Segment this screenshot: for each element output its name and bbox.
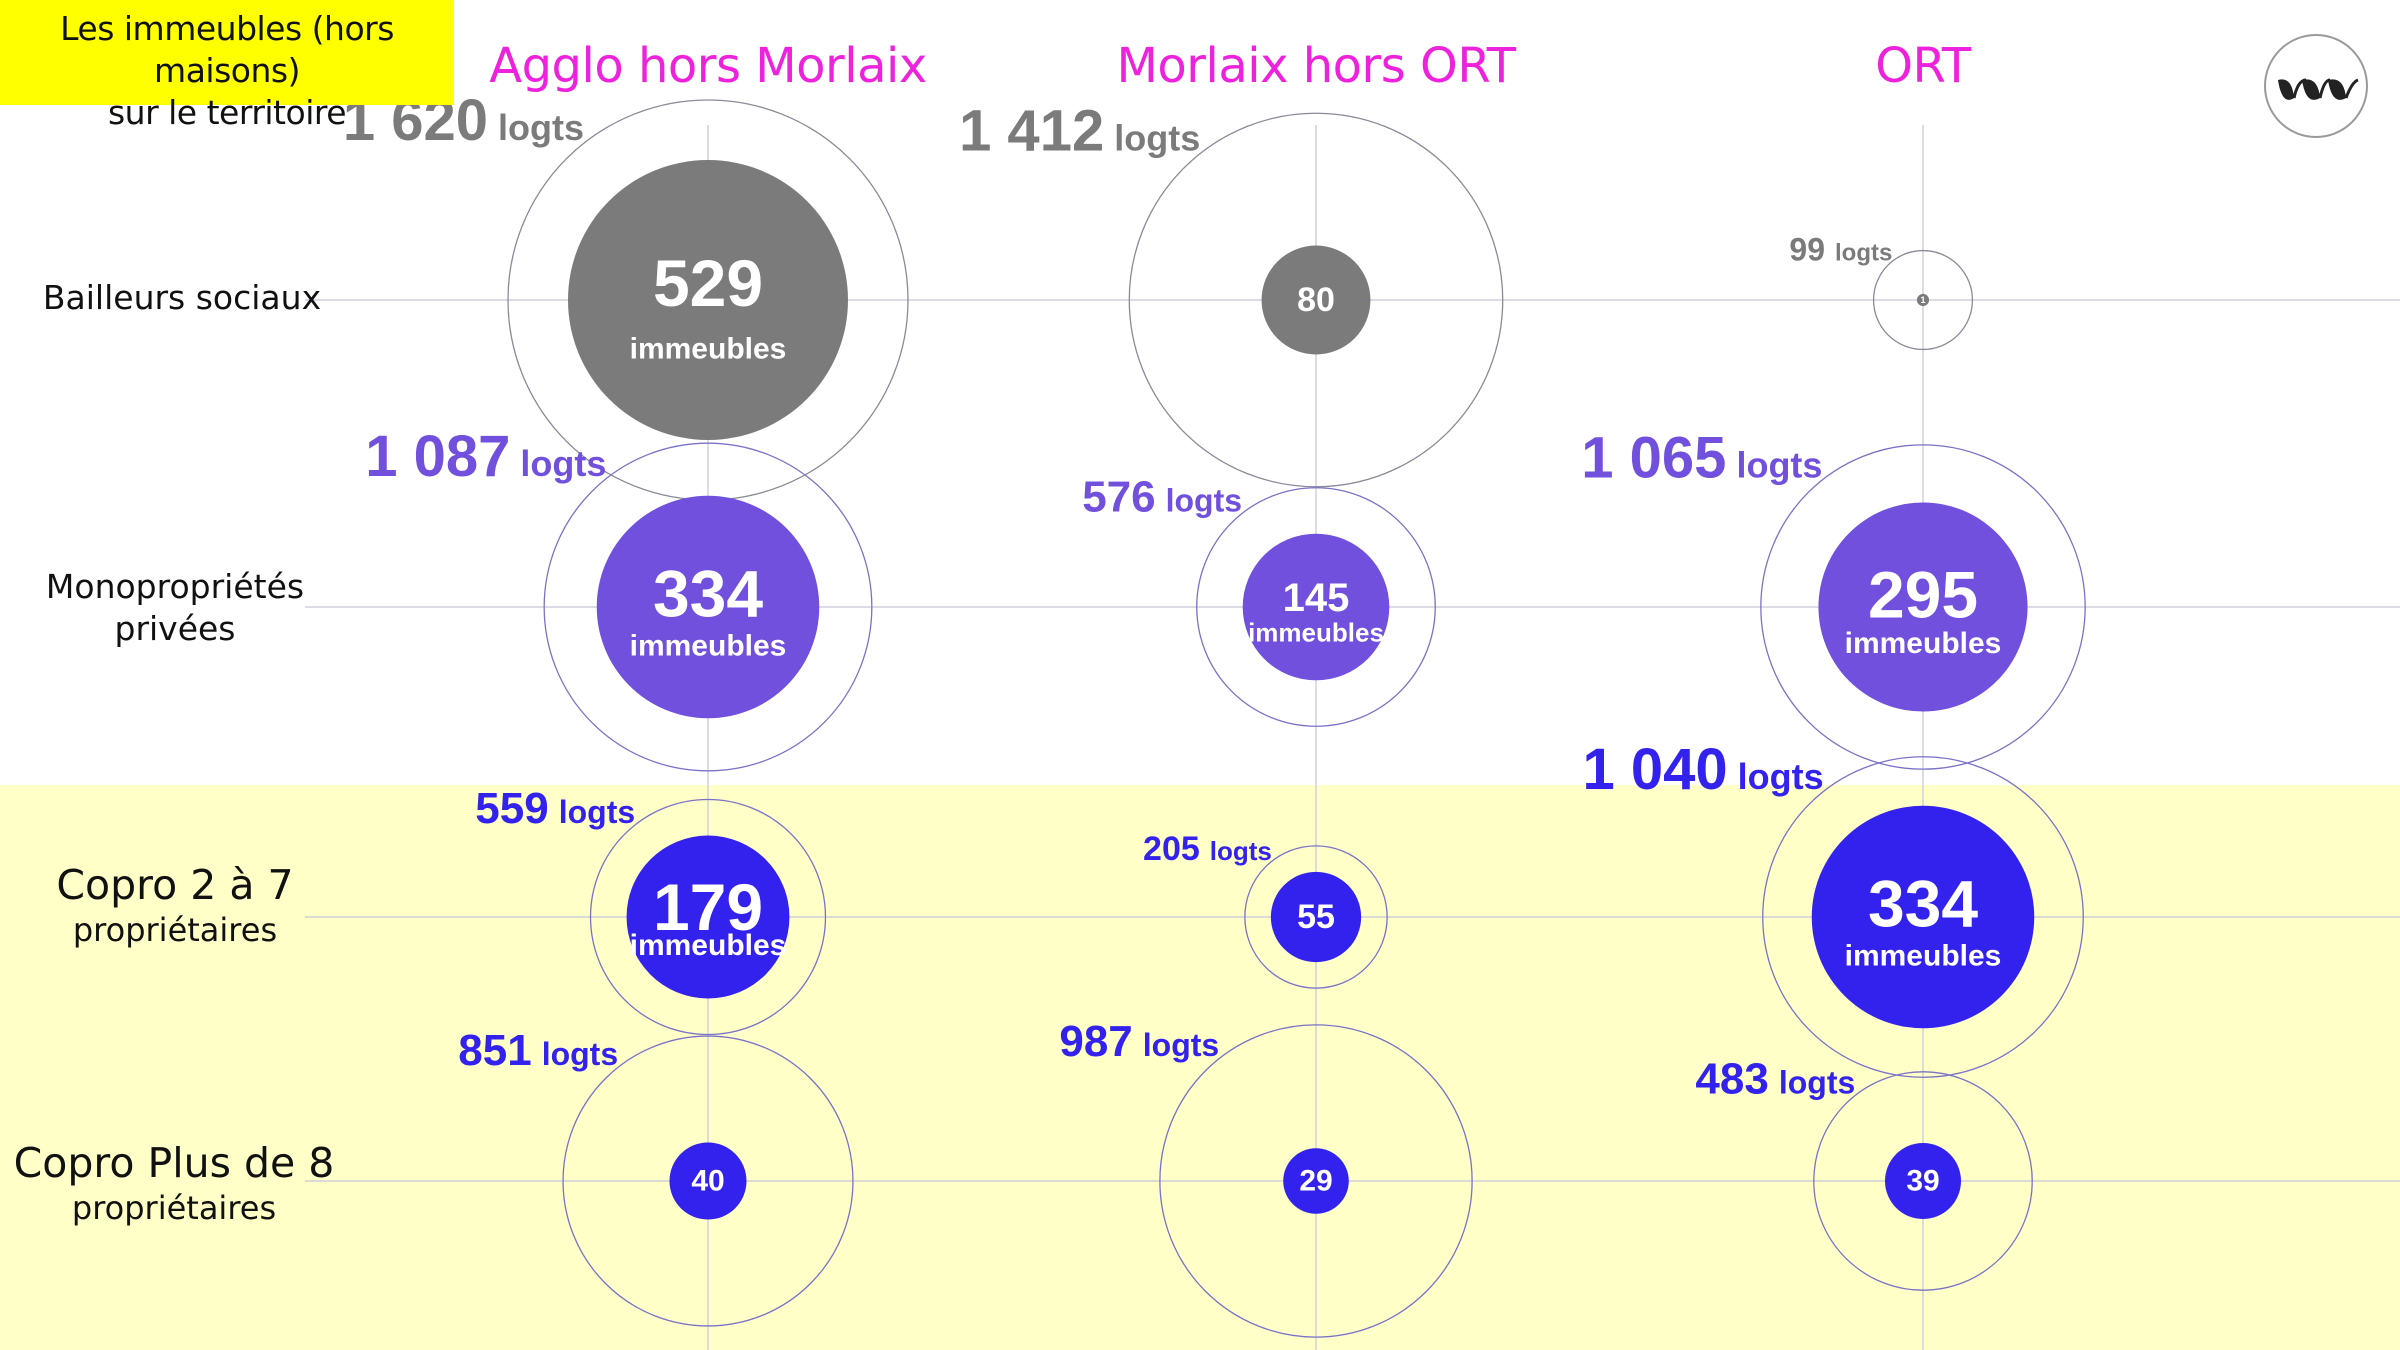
logements-label: 987 logts	[1059, 1017, 1219, 1066]
immeubles-unit: immeubles	[630, 333, 787, 366]
row-label-line1: Bailleurs sociaux	[42, 278, 322, 317]
logements-bubble	[543, 442, 873, 772]
row-label-copro-2-7: Copro 2 à 7 propriétaires	[56, 860, 293, 950]
logements-bubble	[1244, 845, 1388, 989]
row-label-copro-8: Copro Plus de 8 propriétaires	[14, 1138, 335, 1228]
immeubles-value: 145	[1283, 576, 1350, 620]
immeubles-value: 334	[653, 557, 763, 631]
immeubles-bubble	[626, 835, 790, 999]
logements-value: 1 040	[1582, 737, 1727, 802]
immeubles-bubble	[1811, 805, 2035, 1029]
logements-unit: logts	[1114, 118, 1200, 159]
logements-bubble	[589, 798, 827, 1036]
column-header-morlaix: Morlaix hors ORT	[1116, 38, 1516, 94]
immeubles-unit: immeubles	[1845, 939, 2002, 972]
logements-value: 987	[1059, 1017, 1132, 1066]
row-label-line2: propriétaires	[71, 1189, 277, 1227]
chart-title-line2: sur le territoire	[107, 93, 347, 132]
logements-unit: logts	[559, 794, 635, 830]
immeubles-bubble	[1916, 293, 1930, 307]
logements-label: 1 065 logts	[1581, 425, 1822, 490]
logements-value: 1 065	[1581, 425, 1726, 490]
immeubles-unit: immeubles	[1845, 627, 2002, 660]
logements-value: 1 087	[365, 424, 510, 489]
logements-bubble	[1813, 1071, 2033, 1291]
immeubles-bubble	[1818, 502, 2028, 712]
logements-unit: logts	[542, 1036, 618, 1072]
logements-value: 559	[475, 784, 548, 833]
immeubles-value: 40	[691, 1165, 724, 1198]
logements-unit: logts	[1210, 836, 1272, 866]
chart-title-line1: Les immeubles (hors maisons)	[60, 9, 394, 90]
immeubles-bubble	[596, 495, 820, 719]
logements-unit: logts	[498, 107, 584, 148]
logements-unit: logts	[1143, 1027, 1219, 1063]
immeubles-value: 80	[1297, 281, 1335, 319]
immeubles-bubble	[1261, 245, 1371, 355]
immeubles-value: 529	[653, 246, 763, 320]
column-header-ort: ORT	[1875, 38, 1971, 94]
immeubles-bubble	[1884, 1142, 1962, 1220]
immeubles-value: 1	[1920, 295, 1925, 305]
logements-value: 851	[458, 1026, 531, 1075]
logements-bubble	[1128, 112, 1504, 488]
row-label-mono: Monopropriétés privées	[46, 566, 304, 650]
logements-label: 559 logts	[475, 784, 635, 833]
immeubles-value: 295	[1868, 557, 1978, 631]
immeubles-bubble	[568, 160, 848, 440]
logements-value: 1 412	[959, 99, 1104, 164]
logements-bubble	[1196, 487, 1436, 727]
logements-label: 1 087 logts	[365, 424, 606, 489]
logements-value: 483	[1695, 1055, 1768, 1104]
immeubles-value: 179	[653, 870, 763, 944]
logements-unit: logts	[1736, 444, 1822, 485]
logements-unit: logts	[1166, 483, 1242, 519]
logements-bubble	[562, 1035, 854, 1327]
logements-label: 99 logts	[1789, 231, 1892, 267]
immeubles-bubble	[1283, 1148, 1349, 1214]
immeubles-bubble	[1242, 533, 1390, 681]
logements-label: 576 logts	[1082, 473, 1242, 522]
logements-label: 483 logts	[1695, 1055, 1855, 1104]
immeubles-unit: immeubles	[630, 929, 787, 962]
row-label-line2: propriétaires	[72, 911, 278, 949]
logements-label: 1 412 logts	[959, 99, 1200, 164]
immeubles-value: 39	[1906, 1165, 1939, 1198]
row-label-line1: Monopropriétés	[45, 567, 305, 606]
logements-value: 576	[1082, 473, 1155, 522]
logements-label: 851 logts	[458, 1026, 618, 1075]
logements-bubble	[1760, 444, 2086, 770]
immeubles-bubble	[1270, 871, 1362, 963]
row-label-bailleurs: Bailleurs sociaux	[43, 277, 321, 319]
logements-label: 205 logts	[1143, 830, 1272, 868]
immeubles-bubble	[669, 1142, 747, 1220]
logements-unit: logts	[1779, 1065, 1855, 1101]
wave-logo-icon	[2264, 34, 2368, 138]
logements-bubble	[1159, 1024, 1473, 1338]
logements-bubble	[1872, 249, 1974, 351]
immeubles-value: 29	[1299, 1165, 1332, 1198]
immeubles-value: 55	[1297, 898, 1335, 936]
logements-bubble	[1762, 756, 2084, 1078]
column-header-agglo: Agglo hors Morlaix	[489, 38, 927, 94]
immeubles-value: 334	[1868, 867, 1978, 941]
logements-unit: logts	[520, 443, 606, 484]
row-label-line1: Copro Plus de 8	[13, 1139, 335, 1187]
logements-unit: logts	[1738, 756, 1824, 797]
lower-band	[0, 785, 2400, 1350]
chart-title: Les immeubles (hors maisons) sur le terr…	[0, 0, 454, 132]
logements-value: 99	[1789, 231, 1825, 267]
row-label-line2: privées	[114, 609, 236, 648]
logements-label: 1 040 logts	[1582, 737, 1823, 802]
logements-value: 205	[1143, 830, 1200, 868]
immeubles-unit: immeubles	[1248, 618, 1384, 648]
immeubles-unit: immeubles	[630, 629, 787, 662]
logements-unit: logts	[1835, 239, 1892, 266]
row-label-line1: Copro 2 à 7	[56, 861, 294, 909]
